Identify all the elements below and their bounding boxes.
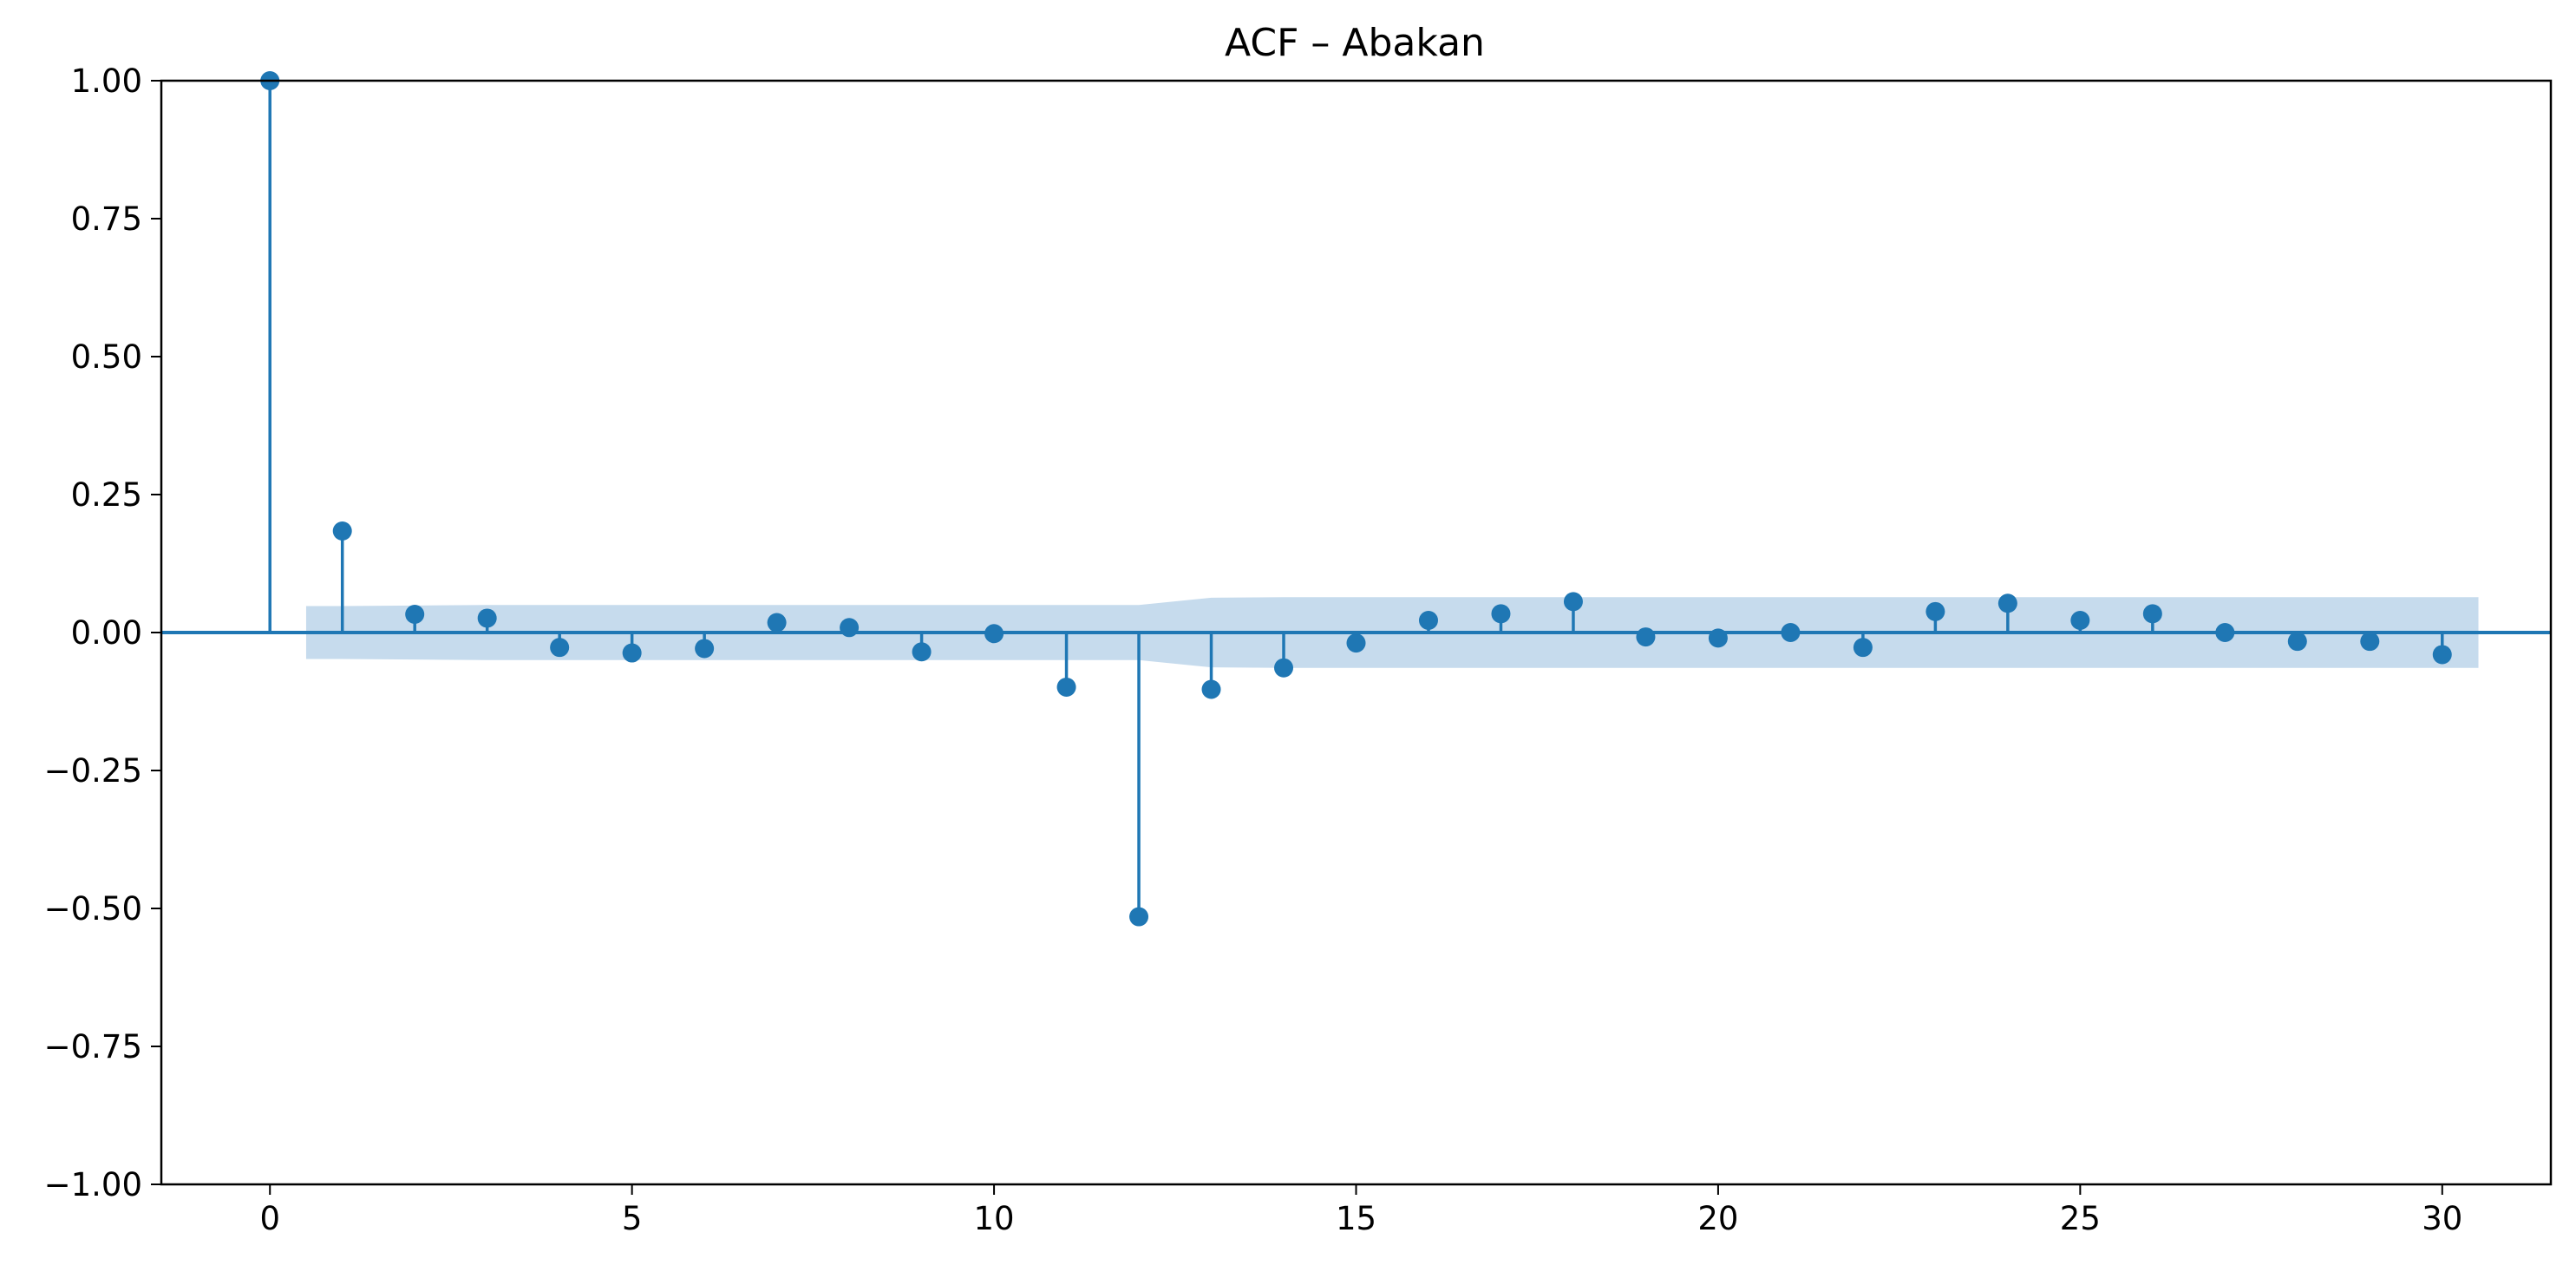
x-tick-label-20: 20	[1697, 1200, 1738, 1237]
x-tick-label-5: 5	[622, 1200, 643, 1237]
x-tick-label-25: 25	[2060, 1200, 2101, 1237]
acf-point-lag-17	[1491, 604, 1511, 624]
y-tick-label-2: 0.50	[71, 338, 142, 376]
acf-point-lag-21	[1781, 623, 1801, 642]
y-tick-label-1: 0.75	[71, 200, 142, 238]
acf-point-lag-7	[767, 613, 787, 633]
acf-point-lag-13	[1201, 679, 1221, 699]
x-tick-label-10: 10	[974, 1200, 1015, 1237]
acf-point-lag-10	[984, 624, 1004, 644]
acf-point-lag-20	[1708, 628, 1728, 648]
y-tick-label-6: −0.50	[44, 890, 142, 928]
acf-point-lag-22	[1853, 638, 1873, 658]
acf-point-lag-28	[2287, 632, 2307, 652]
acf-point-lag-16	[1418, 611, 1438, 631]
acf-point-lag-4	[550, 638, 570, 658]
acf-point-lag-26	[2142, 604, 2162, 624]
acf-point-lag-1	[332, 521, 352, 541]
acf-point-lag-8	[840, 618, 860, 638]
tick-layer: 0 5 10 15 20 25 30 1.00 0.75 0.50 0.25 0.00 −0.25 −0.…	[44, 62, 2463, 1237]
acf-point-lag-6	[695, 639, 715, 659]
acf-point-lag-14	[1274, 658, 1294, 678]
acf-point-lag-24	[1997, 593, 2017, 613]
y-tick-label-3: 0.25	[71, 476, 142, 514]
chart-title: ACF – Abakan	[1225, 21, 1485, 65]
y-tick-label-5: −0.25	[44, 752, 142, 790]
acf-point-lag-11	[1056, 677, 1076, 697]
acf-point-lag-9	[912, 642, 932, 662]
y-tick-label-4: 0.00	[71, 614, 142, 652]
acf-point-lag-27	[2215, 623, 2235, 642]
marker-layer	[260, 71, 2452, 927]
x-tick-label-30: 30	[2422, 1200, 2462, 1237]
y-tick-label-0: 1.00	[71, 62, 142, 100]
x-tick-label-15: 15	[1336, 1200, 1376, 1237]
acf-point-lag-19	[1636, 627, 1656, 647]
acf-point-lag-3	[477, 608, 497, 628]
acf-point-lag-2	[405, 605, 425, 625]
acf-point-lag-30	[2432, 645, 2452, 665]
y-tick-label-7: −0.75	[44, 1028, 142, 1065]
acf-point-lag-5	[622, 643, 642, 663]
acf-point-lag-18	[1563, 592, 1583, 612]
acf-point-lag-12	[1129, 907, 1149, 927]
y-tick-label-8: −1.00	[44, 1166, 142, 1203]
acf-point-lag-23	[1925, 601, 1945, 621]
acf-point-lag-29	[2360, 632, 2380, 652]
acf-point-lag-25	[2070, 611, 2090, 631]
x-tick-label-0: 0	[259, 1200, 280, 1237]
acf-point-lag-15	[1346, 633, 1366, 653]
